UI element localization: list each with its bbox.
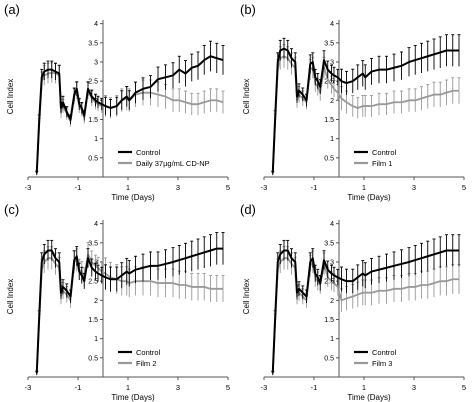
y-tick-label: 3 xyxy=(330,260,334,267)
legend-label: Film 3 xyxy=(372,359,392,368)
y-tick-label: 1.5 xyxy=(324,317,334,324)
series-line xyxy=(35,247,223,374)
legend-label: Control xyxy=(136,348,161,357)
legend-label: Film 1 xyxy=(372,159,392,168)
y-tick-label: 0.5 xyxy=(88,155,98,162)
y-tick-label: 3 xyxy=(94,60,98,67)
y-tick-label: 2.5 xyxy=(88,79,98,86)
x-tick-label: 3 xyxy=(176,383,180,392)
y-tick-label: 4 xyxy=(94,21,98,28)
y-tick-label: 3.5 xyxy=(324,240,334,247)
x-tick-label: 5 xyxy=(226,383,230,392)
y-axis-label: Cell Index xyxy=(242,279,251,315)
chart-panel: (d) -3 -1 1 3 5 Time (Days) 0.5 1 1.5 2 2.5 3 3.5 4 Cel… xyxy=(240,202,466,402)
x-tick-label: 3 xyxy=(412,383,416,392)
x-tick-label: -1 xyxy=(311,183,318,192)
series-treatment xyxy=(35,242,225,376)
y-tick-label: 0.5 xyxy=(324,355,334,362)
y-tick-label: 1 xyxy=(330,136,334,143)
series-line xyxy=(35,55,224,174)
y-tick-label: 3 xyxy=(330,60,334,67)
y-tick-label: 1 xyxy=(94,336,98,343)
x-tick-label: 5 xyxy=(226,183,230,192)
x-tick-label: 3 xyxy=(412,183,416,192)
x-tick-label: 5 xyxy=(462,183,466,192)
x-tick-label: 1 xyxy=(362,383,366,392)
x-tick-label: 1 xyxy=(362,183,366,192)
y-tick-label: 0.5 xyxy=(88,355,98,362)
series-treatment xyxy=(271,44,461,176)
panel-label: (d) xyxy=(240,202,256,217)
series-control xyxy=(271,34,461,176)
y-axis-label: Cell Index xyxy=(6,79,15,115)
series-control xyxy=(271,234,461,376)
y-tick-label: 3.5 xyxy=(324,40,334,47)
y-axis-label: Cell Index xyxy=(242,79,251,115)
x-tick-label: -1 xyxy=(75,383,82,392)
legend-label: Control xyxy=(372,348,397,357)
series-line xyxy=(271,47,459,174)
series-line xyxy=(271,55,459,174)
y-tick-label: 2 xyxy=(94,298,98,305)
x-axis-label: Time (Days) xyxy=(347,393,391,402)
y-axis-label: Cell Index xyxy=(6,279,15,315)
y-tick-label: 3.5 xyxy=(88,40,98,47)
series-control xyxy=(35,40,225,176)
y-tick-label: 1.5 xyxy=(88,317,98,324)
x-axis-label: Time (Days) xyxy=(111,193,155,202)
x-tick-label: -3 xyxy=(261,183,268,192)
x-tick-label: -3 xyxy=(261,383,268,392)
x-tick-label: 5 xyxy=(462,383,466,392)
x-axis-label: Time (Days) xyxy=(347,193,391,202)
y-tick-label: 2 xyxy=(330,98,334,105)
y-tick-label: 4 xyxy=(330,221,334,228)
y-tick-label: 1.5 xyxy=(324,117,334,124)
y-tick-label: 1.5 xyxy=(88,117,98,124)
x-tick-label: -3 xyxy=(25,183,32,192)
x-tick-label: 1 xyxy=(126,183,130,192)
x-tick-label: 1 xyxy=(126,383,130,392)
legend-label: Film 2 xyxy=(136,359,156,368)
legend-label: Control xyxy=(372,148,397,157)
legend-label: Daily 37µg/mL CD-NP xyxy=(136,159,210,168)
panel-label: (b) xyxy=(240,2,256,17)
y-tick-label: 4 xyxy=(94,221,98,228)
y-tick-label: 1 xyxy=(330,336,334,343)
x-axis-label: Time (Days) xyxy=(111,393,155,402)
panel-label: (c) xyxy=(4,202,19,217)
x-tick-label: -3 xyxy=(25,383,32,392)
y-tick-label: 2 xyxy=(330,298,334,305)
x-tick-label: -1 xyxy=(75,183,82,192)
y-tick-label: 0.5 xyxy=(324,155,334,162)
y-tick-label: 1 xyxy=(94,136,98,143)
series-treatment xyxy=(271,246,461,376)
series-line xyxy=(271,249,459,374)
y-tick-label: 2.5 xyxy=(88,279,98,286)
y-tick-label: 2.5 xyxy=(324,279,334,286)
panel-label: (a) xyxy=(4,2,20,17)
y-tick-label: 4 xyxy=(330,21,334,28)
y-tick-label: 3.5 xyxy=(88,240,98,247)
series-control xyxy=(35,232,225,376)
x-tick-label: 3 xyxy=(176,183,180,192)
x-tick-label: -1 xyxy=(311,383,318,392)
legend-label: Control xyxy=(136,148,161,157)
